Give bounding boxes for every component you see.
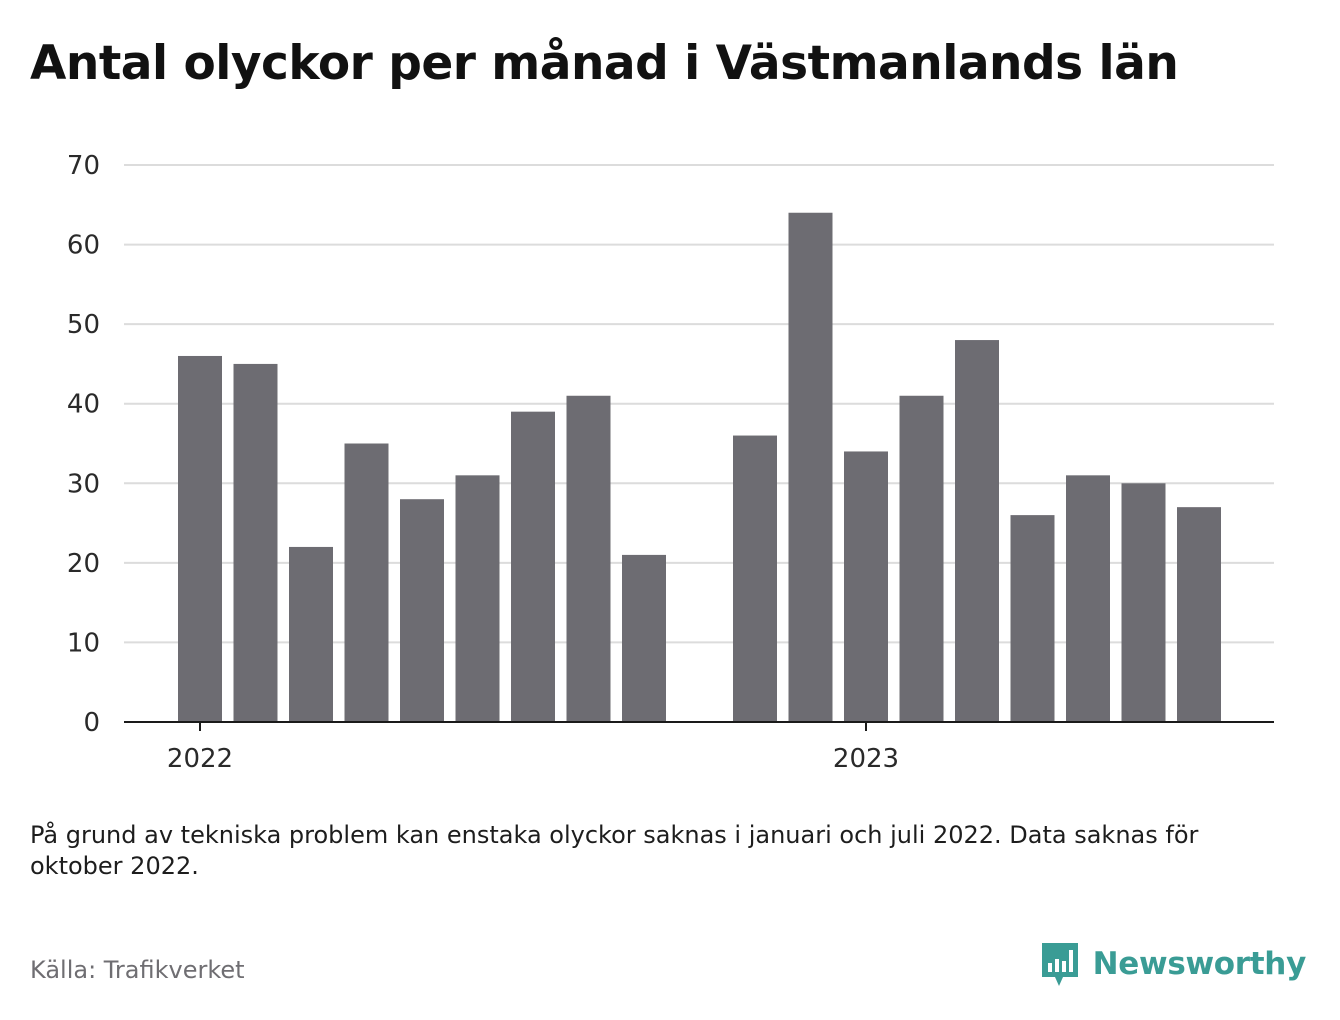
y-tick-label: 20 bbox=[67, 549, 100, 579]
y-tick-labels: 0 10 20 30 40 50 60 70 bbox=[67, 151, 100, 738]
footnote: På grund av tekniska problem kan enstaka… bbox=[30, 821, 1199, 880]
chart-bubble-icon bbox=[1041, 943, 1078, 986]
y-tick-label: 50 bbox=[67, 310, 100, 340]
bar-chart: 0 10 20 30 40 50 60 70 2022 2023 bbox=[67, 151, 1274, 774]
y-tick-label: 10 bbox=[67, 628, 100, 658]
y-tick-label: 0 bbox=[83, 708, 100, 738]
bar bbox=[622, 554, 666, 722]
bars bbox=[178, 212, 1221, 722]
bar bbox=[955, 340, 999, 722]
bar bbox=[400, 499, 444, 722]
bar bbox=[344, 443, 389, 722]
bar bbox=[733, 435, 777, 722]
source-credit: Källa: Trafikverket bbox=[30, 956, 245, 984]
bar bbox=[511, 411, 555, 722]
x-ticks: 2022 2023 bbox=[167, 722, 899, 774]
bar bbox=[899, 395, 944, 722]
bar bbox=[1010, 515, 1055, 722]
bar bbox=[1177, 507, 1221, 722]
brand-logo[interactable]: Newsworthy bbox=[1039, 940, 1306, 988]
bar bbox=[455, 475, 500, 722]
y-tick-label: 30 bbox=[67, 469, 100, 499]
bar bbox=[1066, 475, 1110, 722]
bar bbox=[566, 395, 611, 722]
bar bbox=[844, 451, 888, 722]
y-tick-label: 40 bbox=[67, 390, 100, 420]
brand-name: Newsworthy bbox=[1092, 946, 1307, 982]
bar bbox=[178, 355, 222, 722]
bar bbox=[1121, 483, 1166, 722]
chart-title: Antal olyckor per månad i Västmanlands l… bbox=[30, 36, 1179, 91]
bar bbox=[788, 212, 833, 722]
x-tick-label: 2023 bbox=[833, 744, 899, 774]
y-tick-label: 60 bbox=[67, 231, 100, 261]
bar bbox=[233, 363, 278, 722]
bar bbox=[289, 546, 333, 722]
x-tick-label: 2022 bbox=[167, 744, 233, 774]
y-tick-label: 70 bbox=[67, 151, 100, 181]
